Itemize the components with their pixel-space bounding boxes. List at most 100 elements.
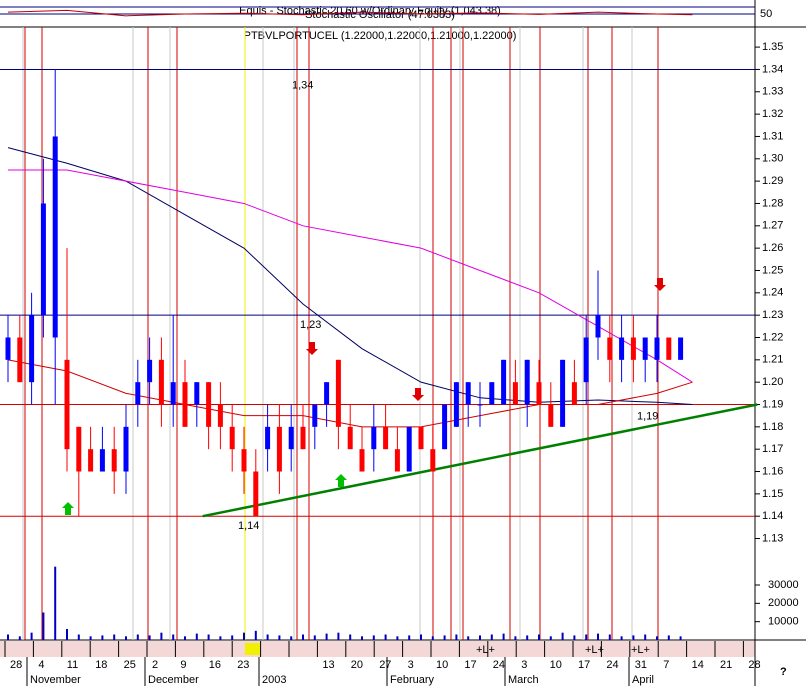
month-label: November: [30, 674, 81, 686]
candle-body: [560, 359, 566, 427]
x-tick-label: 17: [578, 659, 590, 671]
candle-body: [619, 337, 625, 360]
candle-body: [654, 337, 660, 360]
x-tick-label: 27: [379, 659, 391, 671]
volume-bar: [443, 635, 446, 640]
candle-body: [52, 136, 58, 338]
y-tick-label: 1.16: [762, 465, 783, 477]
candle-body: [418, 426, 424, 450]
help-mark: ?: [780, 666, 787, 678]
volume-bar: [608, 634, 611, 640]
volume-bar: [195, 633, 198, 640]
x-tick-label: 2: [152, 659, 158, 671]
candle-body: [99, 449, 105, 472]
candle-body: [595, 315, 601, 338]
candle-body: [406, 426, 412, 472]
volume-bar: [184, 636, 186, 640]
volume-bar: [207, 634, 210, 640]
volume-bar: [231, 635, 234, 640]
y-tick-label: 1.34: [762, 63, 783, 75]
volume-bar: [160, 632, 163, 640]
volume-bar: [372, 635, 375, 640]
volume-bar: [585, 634, 588, 640]
month-label: March: [508, 674, 539, 686]
x-tick-label: 7: [663, 659, 669, 671]
level-label: 1,19: [637, 410, 658, 422]
candle-body: [501, 359, 507, 405]
x-tick-label: 21: [720, 659, 732, 671]
y-tick-label: 1.35: [762, 41, 783, 53]
candle-body: [453, 382, 459, 427]
event-marker: +L+: [476, 644, 495, 656]
candle-body: [524, 359, 530, 405]
volume-bar: [538, 634, 540, 640]
date-strip: [0, 641, 755, 657]
volume-bar: [42, 612, 45, 640]
y-tick-label: 1.17: [762, 443, 783, 455]
volume-bar: [313, 635, 316, 640]
candle-body: [371, 426, 377, 450]
x-tick-label: 4: [38, 659, 44, 671]
candle-body: [583, 337, 589, 383]
volume-bar: [337, 632, 340, 640]
event-marker: +L+: [585, 644, 604, 656]
volume-bar: [243, 632, 245, 640]
candle-body: [678, 337, 684, 360]
x-tick-label: 11: [67, 659, 78, 671]
x-tick-label: 28: [10, 659, 22, 671]
signal-arrow: [306, 342, 318, 355]
volume-bar: [420, 634, 422, 640]
volume-bar: [7, 634, 9, 640]
volume-bar: [18, 636, 21, 640]
level-label: 1,34: [292, 79, 313, 91]
signal-arrow: [654, 278, 666, 291]
volume-bar: [620, 636, 623, 640]
volume-bar: [172, 634, 175, 640]
x-tick-label: 14: [692, 659, 704, 671]
x-tick-label: 28: [748, 659, 760, 671]
x-tick-label: 31: [635, 659, 647, 671]
x-tick-label: 20: [351, 659, 363, 671]
candle-body: [465, 382, 471, 405]
volume-bar: [656, 636, 658, 640]
volume-bar: [396, 636, 399, 640]
candle-body: [29, 315, 35, 383]
volume-bar: [667, 635, 670, 640]
candle-body: [477, 404, 483, 406]
volume-bar: [408, 635, 411, 640]
y-tick-label: 1.26: [762, 242, 783, 254]
volume-bar: [479, 635, 481, 640]
candle-body: [194, 382, 200, 405]
volume-bar: [502, 633, 505, 640]
x-tick-label: 17: [464, 659, 476, 671]
candle-body: [394, 449, 400, 472]
y-tick-label: 1.15: [762, 488, 783, 500]
candle-body: [288, 426, 294, 450]
chart-title: PTBVLPORTUCEL (1.22000,1.22000,1.21000,1…: [244, 30, 517, 42]
y-tick-label: 1.24: [762, 287, 783, 299]
candle-body: [206, 382, 212, 427]
volume-bar: [89, 636, 92, 640]
level-label: 1,14: [238, 520, 259, 532]
candle-body: [548, 404, 554, 427]
candle-body: [135, 382, 141, 405]
x-tick-label: 3: [521, 659, 527, 671]
volume-bar: [361, 636, 363, 640]
volume-bar: [66, 629, 68, 640]
volume-bar: [526, 635, 529, 640]
volume-bar: [101, 635, 104, 640]
x-tick-label: 18: [95, 659, 107, 671]
signal-arrow: [62, 502, 74, 515]
candle-body: [111, 449, 117, 472]
candle-body: [17, 337, 23, 383]
event-marker: +L+: [631, 644, 650, 656]
volume-bar: [278, 635, 281, 640]
volume-bar: [561, 632, 564, 640]
y-tick-label: 1.22: [762, 331, 783, 343]
volume-bar: [219, 636, 222, 640]
x-tick-label: 24: [493, 659, 505, 671]
x-tick-label: 23: [237, 659, 249, 671]
candle-body: [607, 337, 613, 360]
volume-bar: [349, 634, 352, 640]
